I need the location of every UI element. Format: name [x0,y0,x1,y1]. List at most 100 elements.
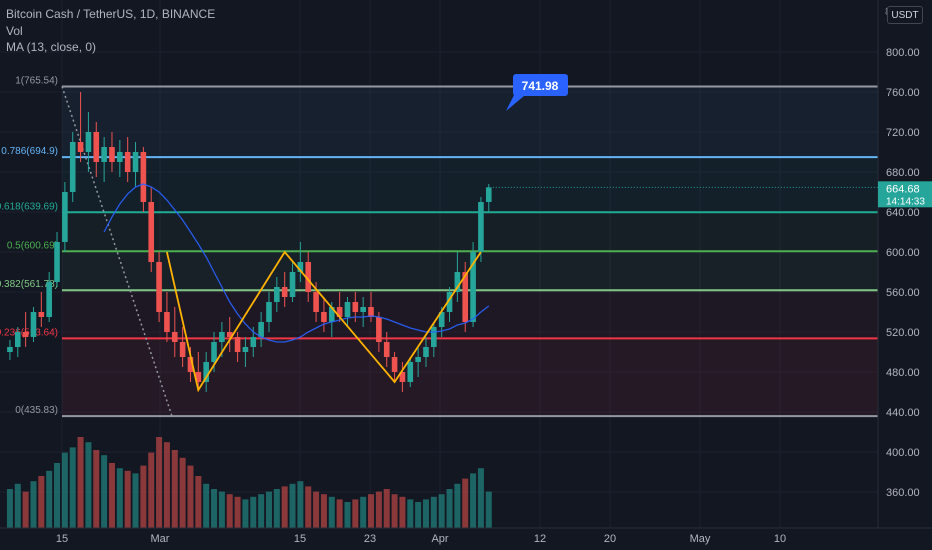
candle-body [77,142,84,152]
candle-body [336,307,343,317]
price-axis-tick: 720.00 [886,127,920,139]
callout-box [513,74,568,96]
volume-bar [446,489,453,528]
price-axis-background [878,0,932,528]
volume-bar [6,489,13,528]
time-axis-tick: Apr [431,533,448,545]
fib-zone [62,212,878,252]
time-axis-tick: 12 [534,533,546,545]
candle-body [109,147,115,162]
candle-body [446,292,453,312]
time-axis-tick: Mar [151,533,170,545]
volume-bar [454,483,461,528]
volume-indicator-label[interactable]: Vol [6,24,23,38]
candle-body [407,362,414,382]
fib-level-label: 0.236(513.64) [0,327,58,338]
callout-label: 741.98 [522,79,559,93]
volume-bar [297,481,304,528]
candle-body [485,187,492,202]
volume-bar [132,473,139,528]
candle-body [321,312,327,322]
volume-bar [250,496,257,528]
time-axis-tick: 23 [364,533,376,545]
candle-body [148,202,155,262]
volume-bar [179,457,186,528]
volume-bar [116,468,123,528]
candle-body [54,242,60,282]
volume-bar [187,465,194,528]
volume-bar [93,450,100,528]
volume-bar [203,483,210,528]
candle-body [376,317,382,342]
candle-body [352,302,359,312]
volume-bar [30,481,37,528]
candle-body [140,152,147,202]
candle-body [219,332,225,342]
candle-body [85,132,92,152]
price-axis-tick: 600.00 [886,247,920,259]
price-axis-tick: 560.00 [886,287,920,299]
moving-average-indicator-label[interactable]: MA (13, close, 0) [6,40,97,54]
fib-zone [62,157,878,213]
volume-bar [156,437,163,528]
volume-bar [148,452,155,528]
volume-bar [281,486,288,528]
candle-body [313,292,319,312]
candle-body [250,337,257,347]
volume-bar [211,489,218,528]
volume-bar [470,473,477,528]
volume-bar [38,476,45,528]
candle-body [297,262,304,272]
volume-bar [438,494,445,528]
volume-bar [328,496,335,528]
price-axis-tick: 520.00 [886,327,920,339]
candle-body [360,307,366,312]
candle-body [156,262,162,312]
volume-bar [108,463,115,528]
volume-bar [140,465,147,528]
volume-bar [485,491,492,528]
volume-bar [383,489,390,528]
volume-bar [273,489,280,528]
volume-bar [391,494,398,528]
volume-bar [375,491,382,528]
fib-level-label: 0.5(600.69) [7,240,58,251]
volume-bar [477,468,484,528]
candle-body [69,142,76,192]
callout-pointer [506,95,524,111]
fib-level-label: 0.618(639.69) [0,201,58,212]
candle-body [14,332,21,347]
candle-body [93,132,100,162]
candle-body [328,307,335,322]
volume-bar [124,470,131,528]
volume-bar [320,494,327,528]
volume-bar [289,483,296,528]
candle-body [391,357,398,372]
volume-bar [22,491,29,528]
candle-body [462,272,469,322]
candle-body [478,202,484,252]
candle-body [203,362,209,382]
price-axis-tick: 800.00 [886,47,920,59]
moving-average-line [103,183,490,343]
pattern-zigzag [166,250,482,393]
volume-bar [352,499,359,528]
volume-bar [101,455,108,528]
time-axis-tick: May [690,533,711,545]
currency-button[interactable]: USDT [887,6,923,24]
candle-body [22,332,29,337]
price-axis-tick: 760.00 [886,87,920,99]
candle-body [415,357,421,362]
volume-bar [265,491,272,528]
candle-body [30,312,37,337]
volume-bar [46,470,53,528]
fib-zone [62,86,878,158]
candle-body [305,262,312,292]
candle-body [7,347,13,352]
time-axis-tick: 20 [604,533,616,545]
volume-bar [226,494,233,528]
candle-body [124,152,131,172]
candle-body [179,342,186,357]
price-axis-tick: 440.00 [886,407,920,419]
